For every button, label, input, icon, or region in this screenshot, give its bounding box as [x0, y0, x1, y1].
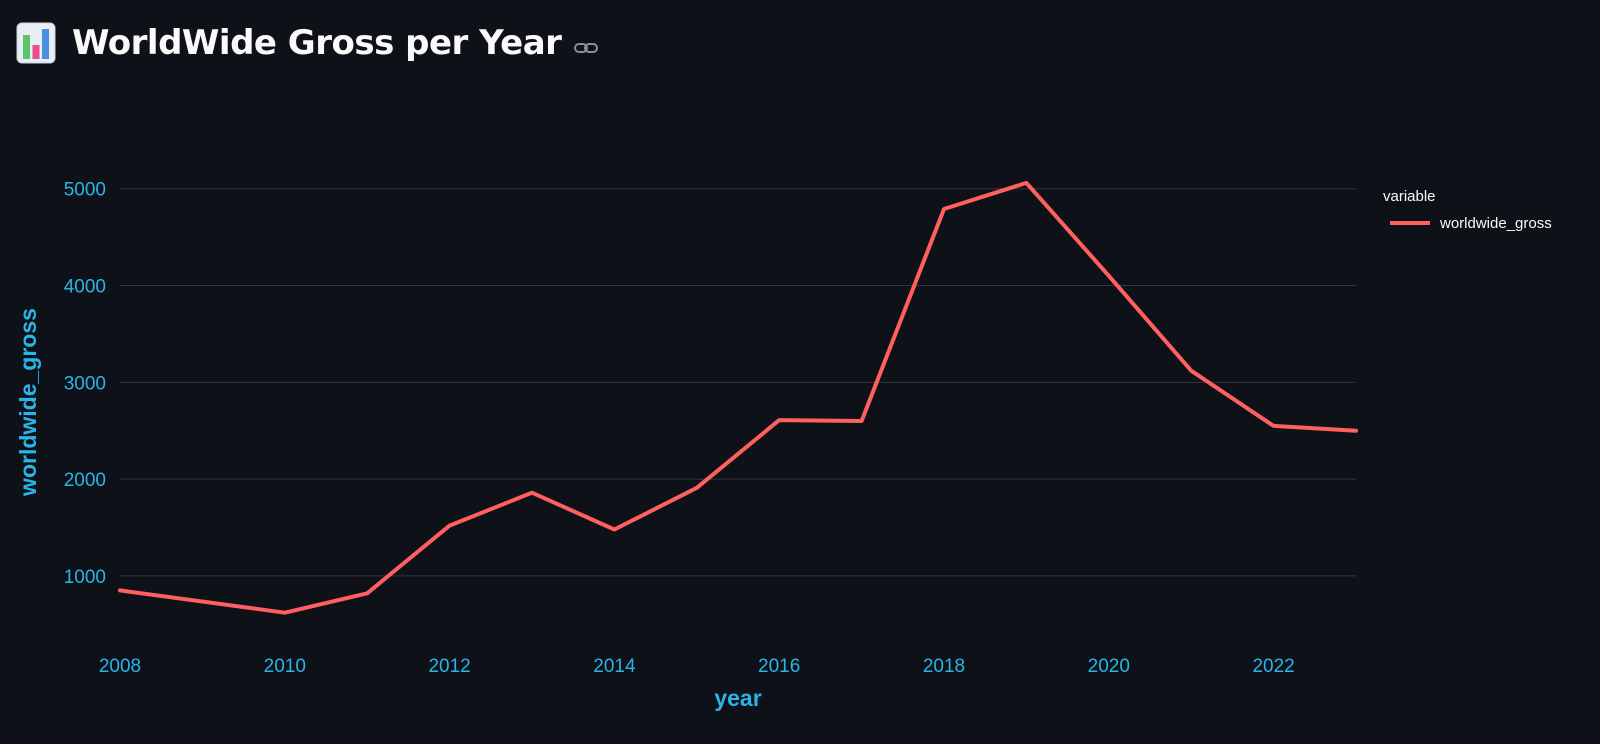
series-layer — [114, 177, 1362, 619]
data-point[interactable] — [608, 523, 620, 535]
data-point[interactable] — [1020, 177, 1032, 189]
y-axis-title: worldwide_gross — [15, 308, 41, 497]
data-point[interactable] — [1185, 365, 1197, 377]
data-point[interactable] — [773, 414, 785, 426]
data-point[interactable] — [526, 487, 538, 499]
data-point[interactable] — [1268, 420, 1280, 432]
data-point[interactable] — [856, 415, 868, 427]
x-tick-label: 2018 — [923, 656, 965, 677]
data-point[interactable] — [361, 587, 373, 599]
y-tick-label: 1000 — [64, 567, 106, 588]
data-point[interactable] — [279, 607, 291, 619]
y-tick-label: 2000 — [64, 470, 106, 491]
x-tick-label: 2010 — [264, 656, 306, 677]
page-header: WorldWide Gross per Year — [16, 18, 599, 68]
x-axis-ticks: 2008 2010 2012 2014 2016 2018 2020 2022 — [99, 656, 1295, 677]
bar-chart-emoji-icon — [16, 21, 56, 65]
x-tick-label: 2020 — [1088, 656, 1130, 677]
data-point[interactable] — [1103, 270, 1115, 282]
legend-title: variable — [1383, 188, 1436, 205]
data-point[interactable] — [114, 584, 126, 596]
series-line-worldwide-gross[interactable] — [118, 180, 1358, 615]
data-point[interactable] — [1350, 425, 1362, 437]
x-tick-label: 2014 — [593, 656, 636, 677]
x-axis-title: year — [714, 685, 761, 711]
y-tick-label: 4000 — [64, 277, 106, 298]
data-point[interactable] — [938, 203, 950, 215]
y-tick-label: 3000 — [64, 373, 106, 394]
data-point[interactable] — [444, 520, 456, 532]
x-tick-label: 2008 — [99, 656, 141, 677]
legend-label-worldwide-gross[interactable]: worldwide_gross — [1439, 215, 1552, 232]
page-title: WorldWide Gross per Year — [72, 23, 562, 63]
legend[interactable]: variable worldwide_gross — [1383, 188, 1552, 232]
x-tick-label: 2016 — [758, 656, 800, 677]
grid-lines — [120, 188, 1356, 577]
data-point[interactable] — [691, 482, 703, 494]
link-icon[interactable] — [573, 38, 599, 58]
y-tick-label: 5000 — [64, 180, 106, 201]
x-tick-label: 2022 — [1252, 656, 1294, 677]
x-tick-label: 2012 — [428, 656, 470, 677]
y-axis-ticks: 1000 2000 3000 4000 5000 — [64, 180, 106, 588]
